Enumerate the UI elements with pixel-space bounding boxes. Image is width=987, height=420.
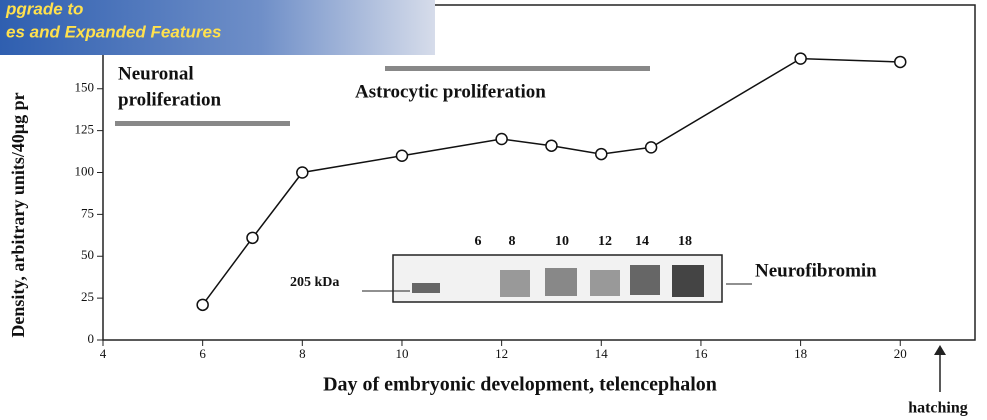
- annotation: hatching: [908, 400, 968, 417]
- y-tick-label: 0: [88, 331, 95, 346]
- lane-label: 8: [509, 234, 516, 249]
- annotation: Astrocytic proliferation: [355, 81, 546, 102]
- data-point: [546, 140, 557, 151]
- lane-label: 14: [635, 234, 649, 249]
- x-tick-label: 8: [299, 346, 306, 361]
- y-tick-label: 50: [81, 247, 94, 262]
- banner-text: es and Expanded Features: [6, 22, 221, 41]
- x-tick-label: 18: [794, 346, 807, 361]
- y-tick-label: 75: [81, 205, 94, 220]
- data-point: [895, 56, 906, 67]
- x-tick-label: 6: [199, 346, 206, 361]
- x-axis-label: Day of embryonic development, telencepha…: [323, 374, 717, 396]
- data-point: [596, 149, 607, 160]
- data-point: [795, 53, 806, 64]
- data-point: [297, 167, 308, 178]
- y-tick-label: 125: [75, 122, 95, 137]
- x-tick-label: 12: [495, 346, 508, 361]
- data-point: [396, 150, 407, 161]
- blot: [393, 255, 722, 302]
- y-tick-label: 150: [75, 80, 95, 95]
- data-point: [197, 299, 208, 310]
- annotation: proliferation: [118, 89, 222, 110]
- lane-label: 12: [598, 234, 612, 249]
- x-tick-label: 20: [894, 346, 907, 361]
- x-tick-label: 10: [395, 346, 408, 361]
- period-bar: [115, 121, 290, 126]
- x-tick-label: 14: [595, 346, 609, 361]
- chart: Neuronal proliferation Astrocytic prolif…: [0, 0, 987, 420]
- x-tick-label: 4: [100, 346, 107, 361]
- annotation: Neuronal: [118, 63, 194, 84]
- lane-label: 10: [555, 234, 569, 249]
- lane-label: 18: [678, 234, 692, 249]
- y-tick-label: 100: [75, 163, 95, 178]
- x-tick-label: 16: [694, 346, 708, 361]
- data-point: [496, 134, 507, 145]
- annotation: Neurofibromin: [755, 260, 877, 281]
- y-axis-label: Density, arbitrary units/40μg pr: [8, 92, 28, 337]
- data-point: [247, 232, 258, 243]
- banner-text: pgrade to: [5, 0, 83, 18]
- marker-label: 205 kDa: [290, 275, 339, 290]
- data-point: [646, 142, 657, 153]
- y-tick-label: 25: [81, 289, 94, 304]
- lane-label: 6: [475, 234, 482, 249]
- arrow-head: [934, 345, 946, 355]
- period-bar: [385, 66, 650, 71]
